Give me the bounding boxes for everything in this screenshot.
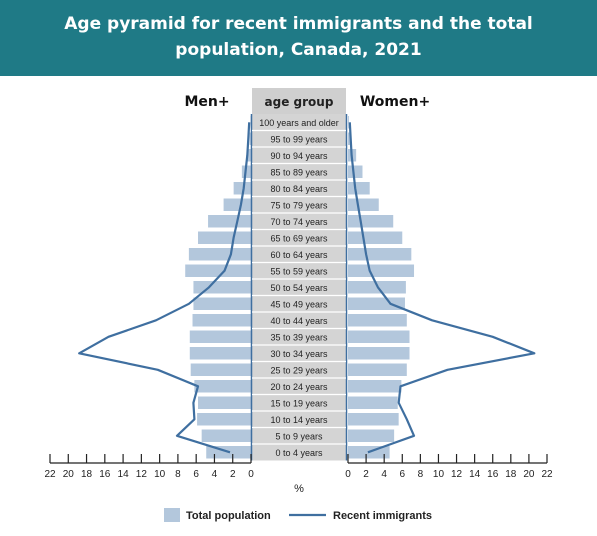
bar-total-women xyxy=(348,116,349,129)
age-label: 90 to 94 years xyxy=(270,151,328,161)
x-tick-label-left: 20 xyxy=(63,469,75,480)
x-tick-label-right: 18 xyxy=(505,469,517,480)
bar-total-women xyxy=(348,231,403,244)
legend-swatch-total-population xyxy=(164,508,180,522)
bar-total-women xyxy=(348,380,402,393)
bar-total-women xyxy=(348,215,394,228)
x-tick-label-left: 18 xyxy=(81,469,93,480)
bar-total-men xyxy=(190,363,251,376)
age-label: 85 to 89 years xyxy=(270,167,328,177)
bar-total-men xyxy=(198,231,251,244)
x-tick-label-right: 4 xyxy=(381,469,387,480)
age-label: 35 to 39 years xyxy=(270,332,328,342)
bar-total-men xyxy=(247,149,251,162)
bar-total-women xyxy=(348,165,363,178)
age-label: 15 to 19 years xyxy=(270,398,328,408)
bar-total-men xyxy=(192,314,251,327)
age-label: 70 to 74 years xyxy=(270,217,328,227)
bar-total-women xyxy=(348,132,352,145)
age-label: 80 to 84 years xyxy=(270,184,328,194)
legend-label-total-population: Total population xyxy=(186,510,271,522)
bar-total-men xyxy=(233,182,251,195)
bar-total-men xyxy=(198,396,251,409)
bar-total-women xyxy=(348,182,370,195)
line-recent-immigrants-men xyxy=(78,122,251,454)
bar-total-men xyxy=(193,281,251,294)
age-label: 10 to 14 years xyxy=(270,415,328,425)
bar-total-women xyxy=(348,363,407,376)
bar-total-men xyxy=(197,413,251,426)
x-tick-label-right: 0 xyxy=(345,469,351,480)
x-tick-label-left: 16 xyxy=(99,469,111,480)
bar-total-men xyxy=(189,330,251,343)
x-tick-label-left: 22 xyxy=(44,469,56,480)
age-label: 60 to 64 years xyxy=(270,250,328,260)
x-tick-label-left: 8 xyxy=(175,469,181,480)
chart-title: Age pyramid for recent immigrants and th… xyxy=(0,0,597,76)
bar-total-women xyxy=(348,198,379,211)
x-tick-label-right: 6 xyxy=(399,469,405,480)
bar-total-women xyxy=(348,413,399,426)
x-tick-label-right: 16 xyxy=(487,469,499,480)
bar-total-men xyxy=(193,297,251,310)
age-label: 30 to 34 years xyxy=(270,349,328,359)
age-label-column xyxy=(252,114,346,461)
age-pyramid-chart: age group Men+ Women+ 100 years and older 9… xyxy=(44,88,553,522)
x-tick-label-left: 14 xyxy=(118,469,130,480)
x-tick-label-left: 10 xyxy=(154,469,166,480)
age-label: 55 to 59 years xyxy=(270,266,328,276)
age-label: 45 to 49 years xyxy=(270,299,328,309)
age-label: 100 years and older xyxy=(259,118,339,128)
bar-total-women xyxy=(348,264,415,277)
bar-total-men xyxy=(194,380,251,393)
x-tick-label-right: 10 xyxy=(433,469,445,480)
age-label: 25 to 29 years xyxy=(270,365,328,375)
women-label: Women+ xyxy=(360,94,430,110)
x-axis-label: % xyxy=(294,483,304,495)
bar-total-men xyxy=(185,264,251,277)
age-label: 50 to 54 years xyxy=(270,283,328,293)
age-group-header-box xyxy=(252,88,346,114)
bar-total-men xyxy=(208,215,251,228)
bar-total-women xyxy=(348,330,410,343)
bar-total-women xyxy=(348,396,398,409)
age-label: 0 to 4 years xyxy=(275,448,323,458)
men-label: Men+ xyxy=(184,94,229,110)
bar-total-women xyxy=(348,248,412,261)
bar-total-women xyxy=(348,347,410,360)
x-tick-label-right: 14 xyxy=(469,469,481,480)
legend-label-recent-immigrants: Recent immigrants xyxy=(333,510,432,522)
x-tick-label-left: 4 xyxy=(212,469,218,480)
x-tick-label-left: 2 xyxy=(230,469,236,480)
age-label: 65 to 69 years xyxy=(270,233,328,243)
age-label: 75 to 79 years xyxy=(270,200,328,210)
x-tick-label-right: 2 xyxy=(363,469,369,480)
bar-total-women xyxy=(348,429,395,442)
bar-total-women xyxy=(348,314,407,327)
age-group-header: age group xyxy=(265,95,334,109)
line-recent-immigrants-women xyxy=(348,122,536,454)
x-tick-label-left: 6 xyxy=(193,469,199,480)
bar-total-men xyxy=(201,429,251,442)
bar-total-men xyxy=(249,132,251,145)
bar-total-men xyxy=(189,347,251,360)
bar-total-men xyxy=(223,198,251,211)
x-tick-label-right: 12 xyxy=(451,469,463,480)
age-label: 95 to 99 years xyxy=(270,134,328,144)
age-label: 20 to 24 years xyxy=(270,382,328,392)
x-tick-label-right: 8 xyxy=(418,469,424,480)
x-tick-label-left: 12 xyxy=(136,469,148,480)
x-tick-label-right: 22 xyxy=(541,469,553,480)
bar-total-men xyxy=(188,248,251,261)
bar-total-women xyxy=(348,297,405,310)
age-label: 5 to 9 years xyxy=(275,431,323,441)
age-label: 40 to 44 years xyxy=(270,316,328,326)
x-tick-label-right: 20 xyxy=(523,469,535,480)
x-tick-label-left: 0 xyxy=(248,469,254,480)
